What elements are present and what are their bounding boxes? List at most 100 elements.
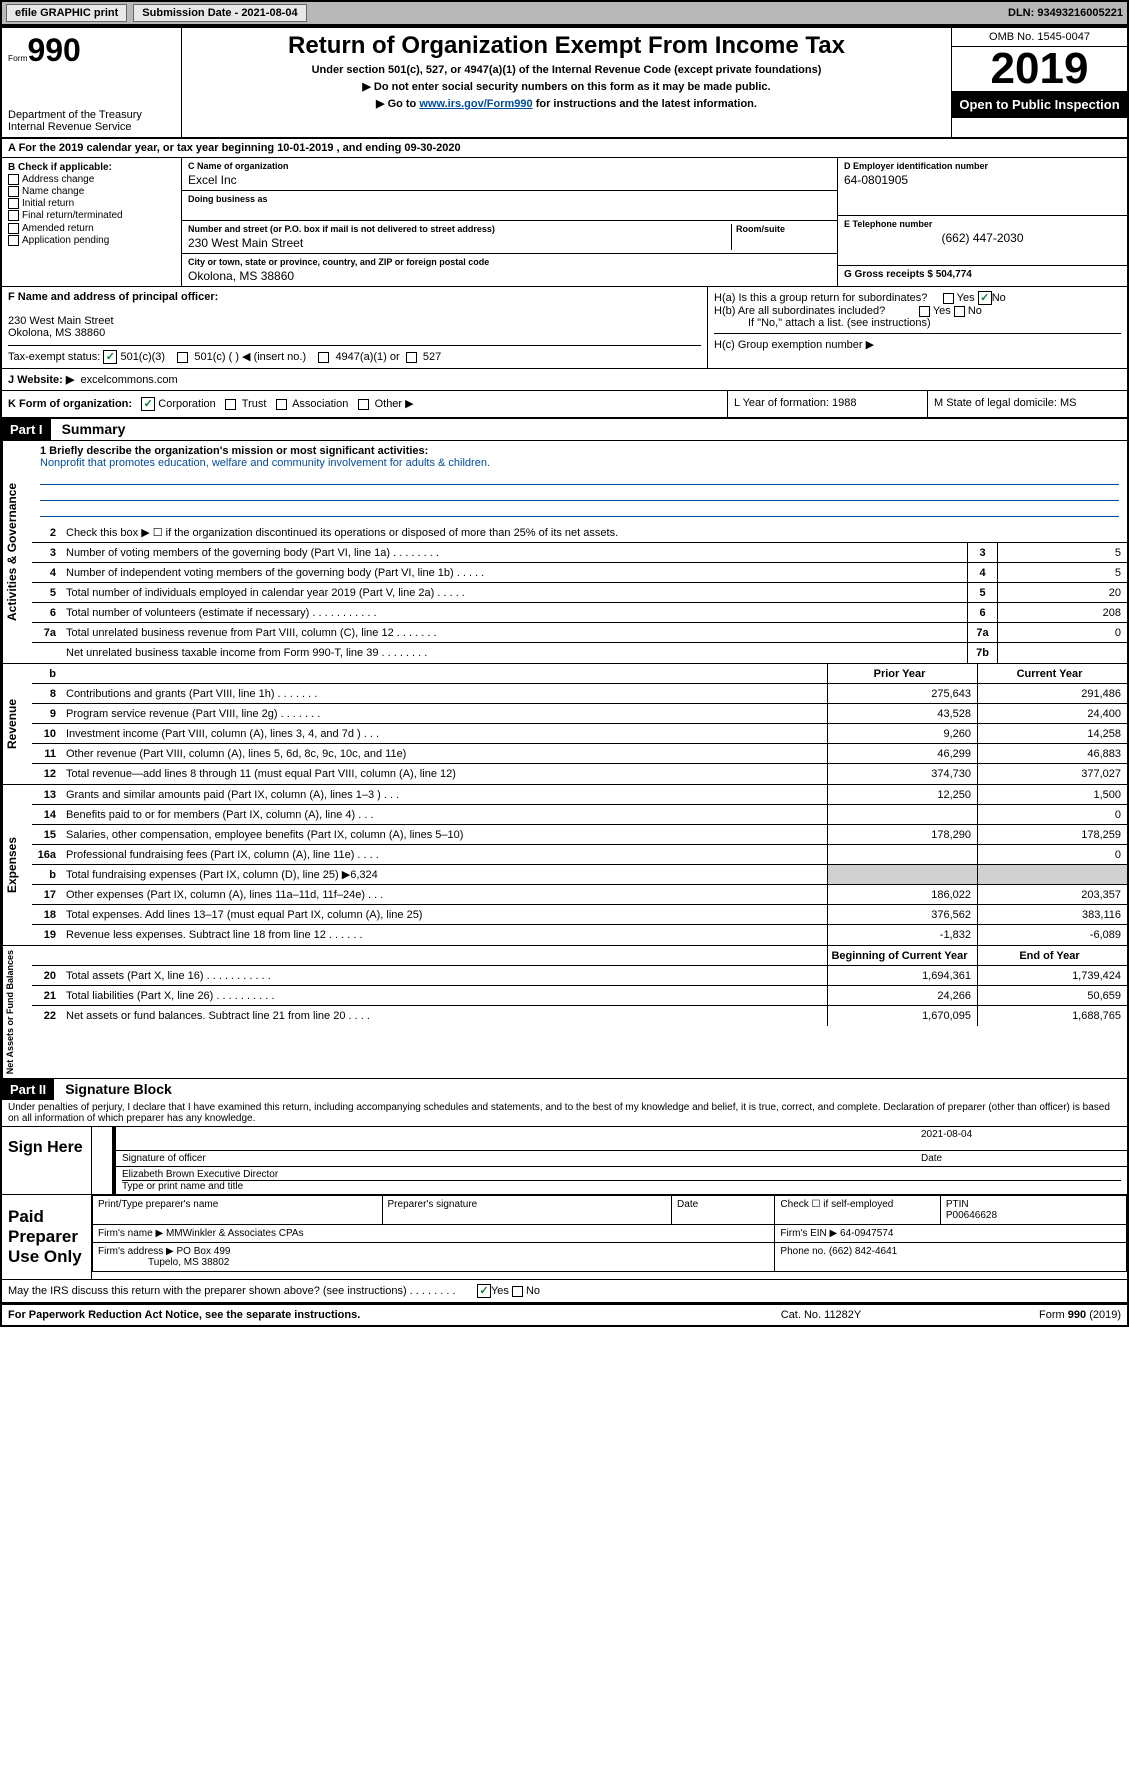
form-footer: For Paperwork Reduction Act Notice, see … — [2, 1304, 1127, 1325]
dept-treasury: Department of the Treasury Internal Reve… — [8, 109, 175, 133]
row-j-website: J Website: ▶ excelcommons.com — [2, 369, 1127, 391]
form-subtitle: Under section 501(c), 527, or 4947(a)(1)… — [188, 64, 945, 76]
fin-line: 15Salaries, other compensation, employee… — [32, 825, 1127, 845]
fin-line: 10Investment income (Part VIII, column (… — [32, 724, 1127, 744]
part-i-label: Part I — [2, 419, 51, 440]
fin-line: 18Total expenses. Add lines 13–17 (must … — [32, 905, 1127, 925]
part-i-governance: Activities & Governance 1 Briefly descri… — [2, 441, 1127, 664]
colb-opt[interactable]: Name change — [8, 186, 175, 197]
tax-exempt-label: Tax-exempt status: — [8, 351, 100, 363]
firm-address: PO Box 499 — [177, 1246, 231, 1257]
row-f-officer: F Name and address of principal officer:… — [2, 287, 1127, 369]
hb-no[interactable] — [954, 306, 965, 317]
side-governance: Activities & Governance — [2, 441, 32, 663]
ein-value: 64-0801905 — [844, 173, 1121, 187]
side-expenses: Expenses — [2, 785, 32, 945]
colb-opt[interactable]: Address change — [8, 174, 175, 185]
colb-opt[interactable]: Initial return — [8, 198, 175, 209]
firm-name: MMWinkler & Associates CPAs — [166, 1228, 304, 1239]
fin-line: 12Total revenue—add lines 8 through 11 (… — [32, 764, 1127, 784]
sig-date-value: 2021-08-04 — [921, 1129, 1121, 1148]
ha-no[interactable]: ✓ — [978, 291, 992, 305]
submission-date: Submission Date - 2021-08-04 — [133, 4, 306, 22]
part-i-revenue: Revenue bPrior YearCurrent Year 8Contrib… — [2, 664, 1127, 785]
gov-line: Net unrelated business taxable income fr… — [32, 643, 1127, 663]
state-domicile: M State of legal domicile: MS — [927, 391, 1127, 417]
fin-line: bTotal fundraising expenses (Part IX, co… — [32, 865, 1127, 885]
preparer-table: Print/Type preparer's name Preparer's si… — [92, 1195, 1127, 1272]
perjury-statement: Under penalties of perjury, I declare th… — [2, 1100, 1127, 1127]
hb-yes[interactable] — [919, 306, 930, 317]
corp-checkbox[interactable]: ✓ — [141, 397, 155, 411]
form-note2: ▶ Go to www.irs.gov/Form990 for instruct… — [188, 97, 945, 110]
year-formation: L Year of formation: 1988 — [727, 391, 927, 417]
501c3-checkbox[interactable]: ✓ — [103, 350, 117, 364]
street-address: 230 West Main Street — [188, 236, 731, 250]
discuss-yes[interactable]: ✓ — [477, 1284, 491, 1298]
side-netassets: Net Assets or Fund Balances — [2, 946, 32, 1078]
527-checkbox[interactable] — [406, 352, 417, 363]
side-revenue: Revenue — [2, 664, 32, 784]
form-title: Return of Organization Exempt From Incom… — [188, 32, 945, 60]
sign-here-label: Sign Here — [2, 1127, 92, 1194]
fin-line: 8Contributions and grants (Part VIII, li… — [32, 684, 1127, 704]
firm-phone: (662) 842-4641 — [829, 1246, 897, 1257]
discuss-row: May the IRS discuss this return with the… — [2, 1280, 1127, 1304]
cat-number: Cat. No. 11282Y — [721, 1309, 921, 1321]
form-ref: Form 990 (2019) — [921, 1309, 1121, 1321]
part-i-header-row: Part I Summary — [2, 419, 1127, 441]
form-note1: ▶ Do not enter social security numbers o… — [188, 80, 945, 93]
501c-checkbox[interactable] — [177, 352, 188, 363]
part-i-netassets: Net Assets or Fund Balances Beginning of… — [2, 946, 1127, 1079]
assoc-checkbox[interactable] — [276, 399, 287, 410]
part-i-expenses: Expenses 13Grants and similar amounts pa… — [2, 785, 1127, 946]
form-990-container: Form990 Department of the Treasury Inter… — [0, 26, 1129, 1327]
col-b-checkboxes: B Check if applicable: Address changeNam… — [2, 158, 182, 286]
irs-link[interactable]: www.irs.gov/Form990 — [419, 98, 532, 110]
col-c-name-address: C Name of organizationExcel Inc Doing bu… — [182, 158, 837, 286]
form-number: 990 — [27, 32, 80, 68]
part-ii-title: Signature Block — [57, 1081, 172, 1097]
4947-checkbox[interactable] — [318, 352, 329, 363]
fin-line: 22Net assets or fund balances. Subtract … — [32, 1006, 1127, 1026]
part-ii-label: Part II — [2, 1079, 54, 1100]
gov-line: 6Total number of volunteers (estimate if… — [32, 603, 1127, 623]
gross-receipts: G Gross receipts $ 504,774 — [838, 266, 1127, 283]
website-value: excelcommons.com — [80, 374, 177, 386]
paid-preparer-label: Paid Preparer Use Only — [2, 1195, 92, 1279]
org-name: Excel Inc — [188, 173, 831, 187]
fin-line: 16aProfessional fundraising fees (Part I… — [32, 845, 1127, 865]
fin-line: 19Revenue less expenses. Subtract line 1… — [32, 925, 1127, 945]
efile-print-button[interactable]: efile GRAPHIC print — [6, 4, 127, 22]
discuss-no[interactable] — [512, 1286, 523, 1297]
mission-text: Nonprofit that promotes education, welfa… — [40, 457, 1119, 469]
open-public-badge: Open to Public Inspection — [952, 91, 1127, 118]
trust-checkbox[interactable] — [225, 399, 236, 410]
fin-line: 21Total liabilities (Part X, line 26) . … — [32, 986, 1127, 1006]
tax-year: 2019 — [952, 47, 1127, 91]
colb-opt[interactable]: Amended return — [8, 223, 175, 234]
ha-yes[interactable] — [943, 293, 954, 304]
colb-opt[interactable]: Application pending — [8, 235, 175, 246]
row-k-org-form: K Form of organization: ✓ Corporation Tr… — [2, 391, 1127, 419]
part-ii-header-row: Part II Signature Block — [2, 1079, 1127, 1100]
gov-line: 7aTotal unrelated business revenue from … — [32, 623, 1127, 643]
top-toolbar: efile GRAPHIC print Submission Date - 20… — [0, 0, 1129, 26]
fin-line: 14Benefits paid to or for members (Part … — [32, 805, 1127, 825]
form-label: Form — [8, 53, 27, 64]
form-header: Form990 Department of the Treasury Inter… — [2, 28, 1127, 139]
col-d-ein-phone: D Employer identification number64-08019… — [837, 158, 1127, 286]
firm-ein: 64-0947574 — [840, 1228, 893, 1239]
fin-line: 11Other revenue (Part VIII, column (A), … — [32, 744, 1127, 764]
fin-line: 13Grants and similar amounts paid (Part … — [32, 785, 1127, 805]
city-state-zip: Okolona, MS 38860 — [188, 269, 831, 283]
officer-name: Elizabeth Brown Executive Director — [122, 1169, 1121, 1180]
fin-line: 20Total assets (Part X, line 16) . . . .… — [32, 966, 1127, 986]
colb-opt[interactable]: Final return/terminated — [8, 210, 175, 221]
gov-line: 4Number of independent voting members of… — [32, 563, 1127, 583]
dln-label: DLN: 93493216005221 — [1008, 7, 1123, 19]
fin-line: 9Program service revenue (Part VIII, lin… — [32, 704, 1127, 724]
paid-preparer-block: Paid Preparer Use Only Print/Type prepar… — [2, 1195, 1127, 1280]
other-checkbox[interactable] — [358, 399, 369, 410]
tax-period: A For the 2019 calendar year, or tax yea… — [2, 139, 1127, 158]
